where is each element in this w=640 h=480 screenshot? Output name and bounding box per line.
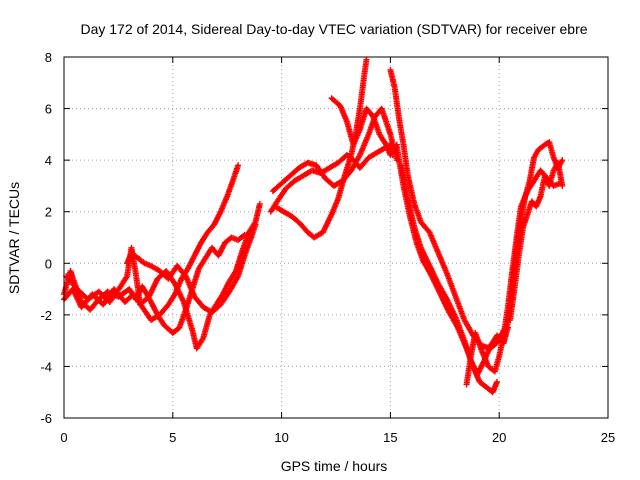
x-tick-label: 15 (383, 430, 397, 445)
axis-ticks: 0 5 10 15 20 25 -6 -4 -2 0 2 4 6 8 (40, 50, 615, 445)
y-axis-label: SDTVAR / TECUs (6, 182, 22, 294)
data-series-sdtvar (61, 56, 566, 396)
data-point-marker (256, 200, 263, 207)
y-tick-label: -2 (40, 308, 52, 323)
x-axis-label: GPS time / hours (281, 458, 388, 474)
y-tick-label: -6 (40, 411, 52, 426)
x-tick-label: 25 (601, 430, 615, 445)
series-markers (61, 56, 566, 396)
data-point-marker (559, 157, 566, 164)
x-tick-label: 0 (60, 430, 67, 445)
x-tick-label: 20 (492, 430, 506, 445)
y-tick-label: -4 (40, 359, 52, 374)
data-point-marker (559, 182, 566, 189)
data-point-marker (235, 162, 242, 169)
plot-frame (63, 56, 609, 419)
data-point-marker (252, 221, 259, 228)
data-point-marker (363, 56, 370, 63)
y-tick-label: 6 (45, 102, 52, 117)
y-tick-label: 0 (45, 256, 52, 271)
x-tick-label: 5 (169, 430, 176, 445)
y-tick-label: 4 (45, 153, 52, 168)
data-point-marker (494, 378, 501, 385)
x-tick-label: 10 (274, 430, 288, 445)
grid-lines (64, 57, 608, 418)
y-tick-label: 2 (45, 205, 52, 220)
y-tick-label: 8 (45, 50, 52, 65)
chart-title: Day 172 of 2014, Sidereal Day-to-day VTE… (80, 21, 587, 37)
